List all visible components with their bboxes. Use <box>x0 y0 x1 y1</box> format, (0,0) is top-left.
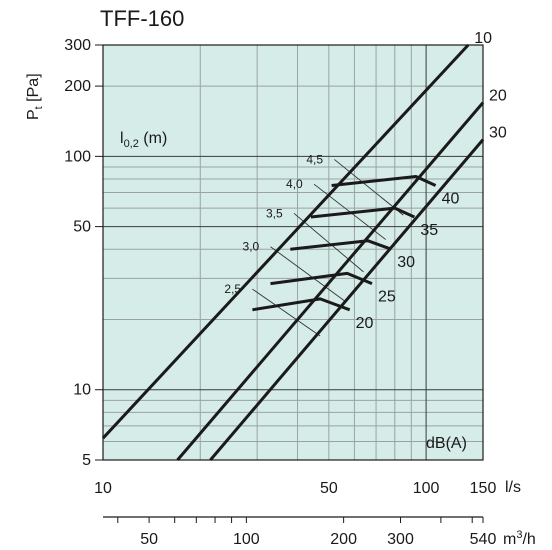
throw-line <box>334 159 404 216</box>
x-tick-label: 50 <box>320 480 338 497</box>
curve-series-label: 10 <box>474 30 492 47</box>
x-tick-label: 100 <box>413 480 440 497</box>
x2-axis-unit: m3/h <box>503 529 536 548</box>
sound-level-line <box>290 239 392 251</box>
sound-level-label: dB(A) <box>426 435 467 452</box>
sound-level-label: 20 <box>356 315 374 332</box>
sound-level-line <box>270 271 373 286</box>
throw-value-label: 3,5 <box>266 206 283 220</box>
x2-tick-label: 200 <box>330 531 357 548</box>
curve-series-30 <box>209 138 485 461</box>
y-tick-label: 100 <box>64 148 91 165</box>
sound-level-label: 35 <box>420 222 438 239</box>
sound-level-line <box>310 206 416 219</box>
throw-value-label: 4,0 <box>286 177 303 191</box>
x-axis-unit: l/s <box>505 479 521 496</box>
x-tick-label: 150 <box>470 480 497 497</box>
y-tick-label: 300 <box>64 37 91 54</box>
curve-series-10 <box>101 43 470 440</box>
throw-value-label: 2,5 <box>224 282 241 296</box>
plot-frame <box>102 44 484 461</box>
curve-series-label: 20 <box>489 88 507 105</box>
curve-series-20 <box>176 101 485 461</box>
x2-tick-label: 50 <box>140 531 158 548</box>
plot-area <box>103 45 483 460</box>
throw-line <box>293 212 364 273</box>
x-tick-label: 10 <box>94 480 112 497</box>
y-axis-label: Pt [Pa] <box>25 73 45 120</box>
y-tick-label: 5 <box>82 452 91 469</box>
throw-value-label: 3,0 <box>243 240 260 254</box>
y-tick-label: 50 <box>73 219 91 236</box>
throw-value-label: 4,5 <box>306 152 323 166</box>
curve-series-label: 30 <box>489 125 507 142</box>
x2-tick-label: 100 <box>233 531 260 548</box>
sound-level-label: 25 <box>378 289 396 306</box>
throw-line <box>270 246 346 302</box>
sound-level-line <box>252 297 351 312</box>
y-tick-label: 10 <box>73 382 91 399</box>
y-tick-label: 200 <box>64 78 91 95</box>
sound-level-line <box>331 175 437 187</box>
x2-tick-label: 540 <box>470 531 497 548</box>
throw-line <box>252 288 321 337</box>
sound-level-label: 30 <box>397 254 415 271</box>
chart-title: TFF-160 <box>100 6 184 31</box>
x2-tick-label: 300 <box>387 531 414 548</box>
sound-level-label: 40 <box>442 191 460 208</box>
throw-legend-label: l0,2 (m) <box>120 130 167 150</box>
